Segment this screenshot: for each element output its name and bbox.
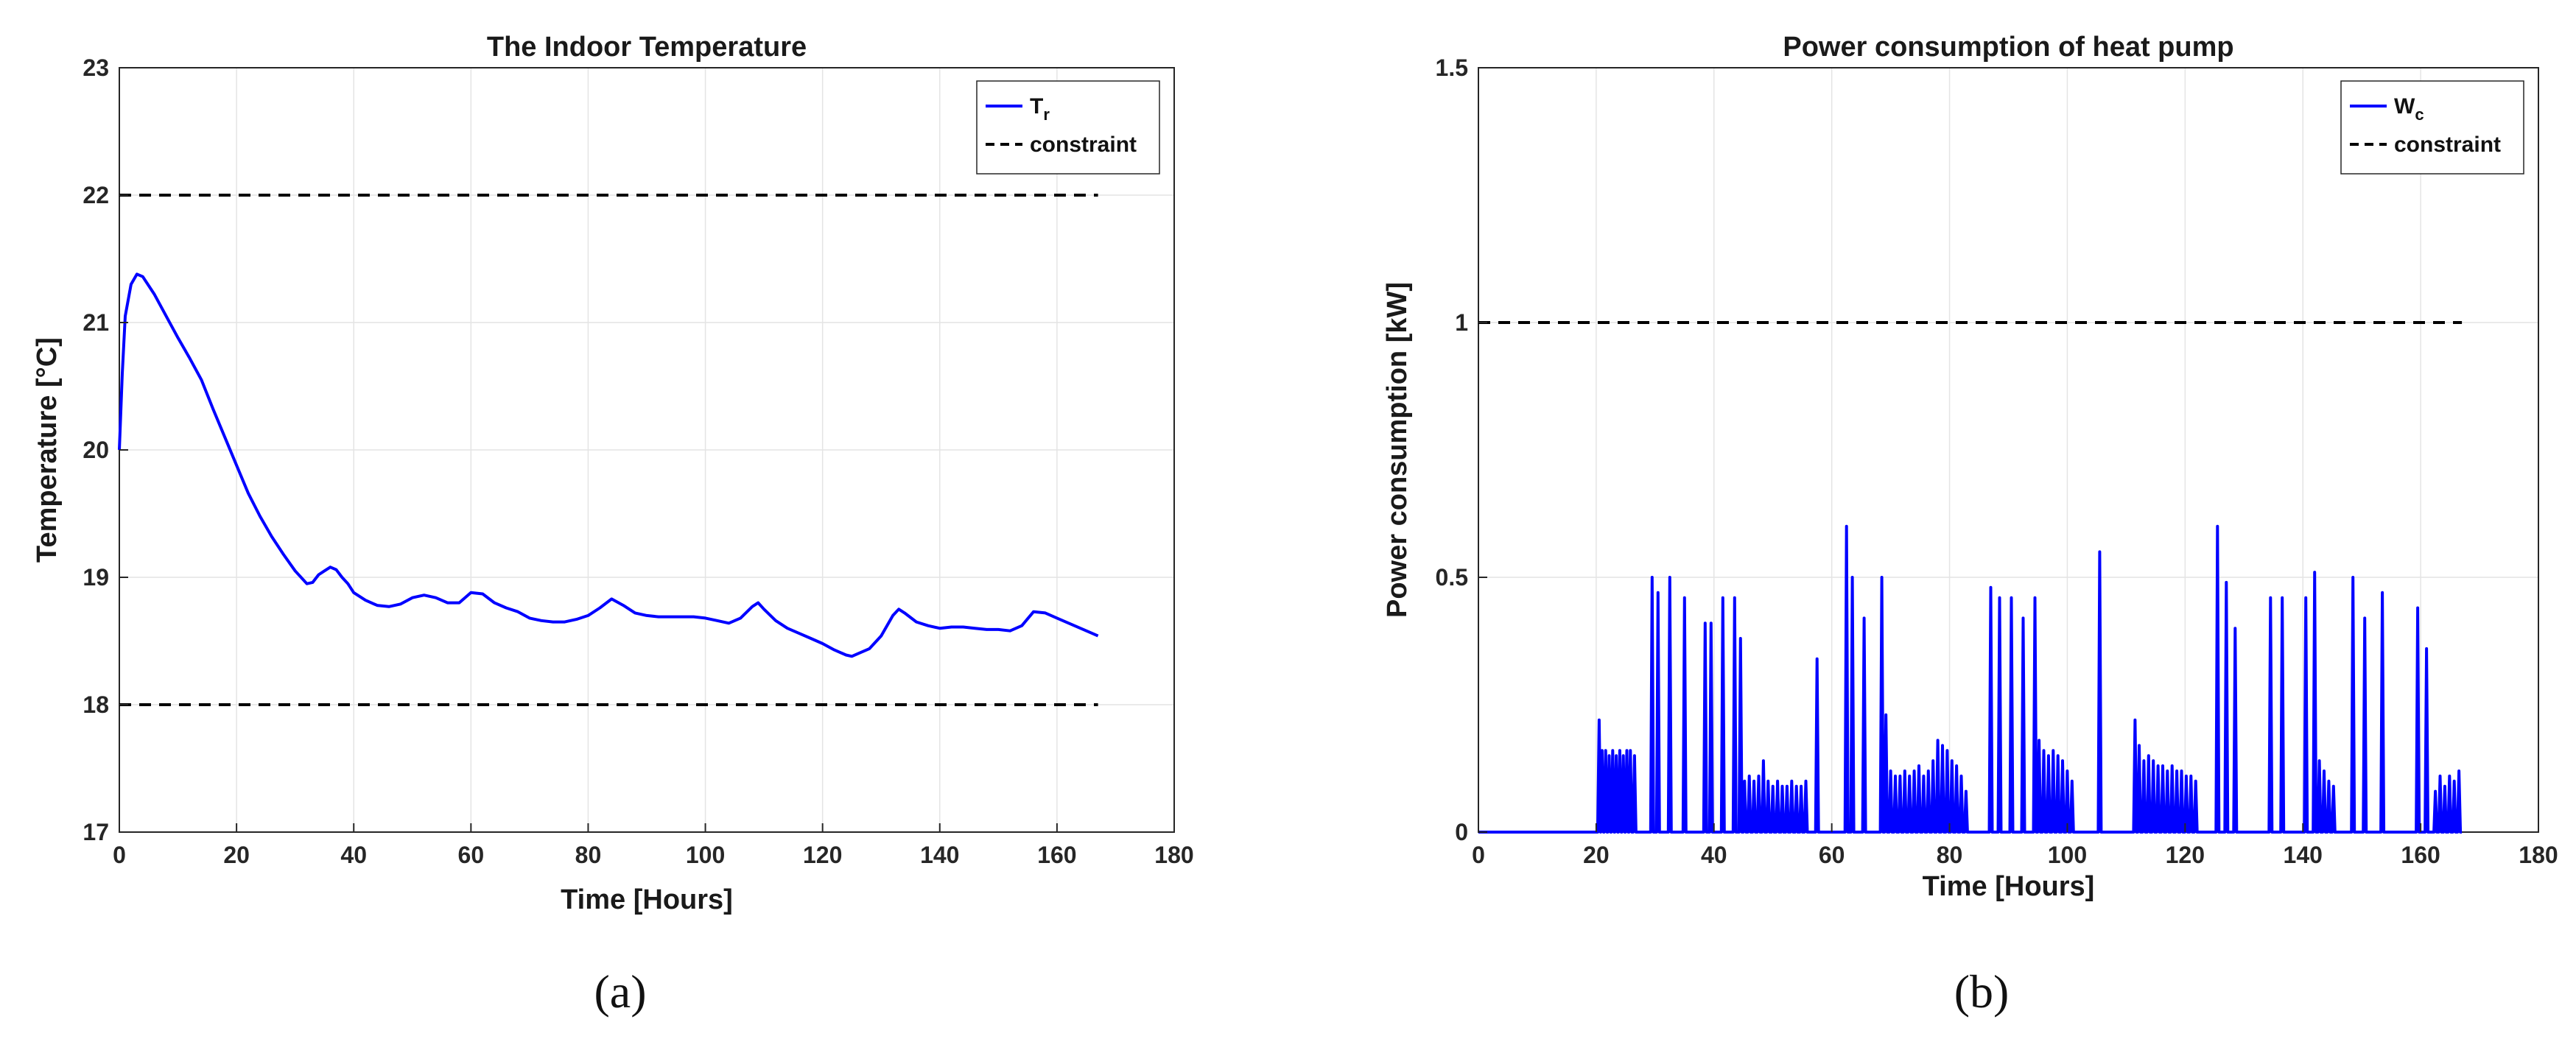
series-layer	[118, 194, 1099, 706]
x-tick-label: 100	[686, 842, 725, 868]
grid	[119, 67, 1175, 833]
x-tick-label: 120	[2166, 842, 2205, 868]
y-tick-label: 0.5	[1436, 564, 1468, 591]
tick-labels: 0 20 40 60 80 100 120 140 160 180 17 18 19 20 21 22 23	[83, 54, 1193, 868]
chart-indoor-temperature: 0 20 40 60 80 100 120 140 160 180 17 18 19 20 21 22 23 T…	[32, 32, 1194, 1018]
x-tick-label: 100	[2048, 842, 2087, 868]
x-tick-label: 180	[2519, 842, 2558, 868]
y-axis-label: Power consumption [kW]	[1382, 282, 1413, 618]
x-tick-label: 60	[1819, 842, 1845, 868]
x-tick-label: 140	[920, 842, 959, 868]
y-tick-label: 20	[83, 437, 109, 463]
x-tick-label: 0	[1472, 842, 1485, 868]
series-line-t	[118, 272, 1099, 658]
y-axis-label: Temperature [°C]	[32, 337, 63, 563]
y-tick-label: 22	[83, 182, 109, 208]
legend-box	[2340, 80, 2524, 175]
caption-a: (a)	[594, 965, 646, 1018]
y-tick-label: 18	[83, 691, 109, 718]
tick-labels: 0 20 40 60 80 100 120 140 160 180 0 0.5 1 1.5	[1436, 54, 2558, 868]
y-tick-label: 1	[1455, 309, 1468, 336]
legend-label: constraint	[1030, 133, 1137, 157]
chart-title: The Indoor Temperature	[487, 32, 807, 63]
y-tick-label: 1.5	[1436, 54, 1468, 81]
x-axis-label: Time [Hours]	[561, 884, 733, 915]
chart-title: Power consumption of heat pump	[1783, 32, 2233, 63]
plot-area	[1478, 67, 2539, 833]
y-tick-label: 0	[1455, 819, 1468, 845]
legend-box	[976, 80, 1160, 175]
x-tick-label: 80	[1937, 842, 1963, 868]
x-tick-label: 180	[1154, 842, 1193, 868]
x-tick-label: 160	[1037, 842, 1076, 868]
x-axis-label: Time [Hours]	[1923, 871, 2095, 902]
y-tick-label: 23	[83, 54, 109, 81]
chart-power-consumption: 0 20 40 60 80 100 120 140 160 180 0 0.5 1 1.5 Power c…	[1382, 32, 2558, 1018]
x-tick-label: 20	[1583, 842, 1610, 868]
x-tick-label: 120	[803, 842, 842, 868]
series-layer	[1478, 321, 2463, 834]
y-tick-label: 21	[83, 309, 109, 336]
y-tick-label: 19	[83, 564, 109, 591]
x-tick-label: 140	[2284, 842, 2323, 868]
x-tick-label: 0	[113, 842, 126, 868]
x-tick-label: 40	[1701, 842, 1727, 868]
x-tick-label: 20	[223, 842, 250, 868]
x-tick-label: 160	[2401, 842, 2440, 868]
x-tick-label: 80	[575, 842, 602, 868]
y-tick-label: 17	[83, 819, 109, 845]
legend-label: constraint	[2394, 133, 2501, 157]
caption-b: (b)	[1954, 965, 2010, 1018]
series-line-w	[1478, 524, 2463, 834]
x-tick-label: 60	[458, 842, 485, 868]
grid	[1478, 67, 2539, 833]
x-tick-label: 40	[340, 842, 367, 868]
